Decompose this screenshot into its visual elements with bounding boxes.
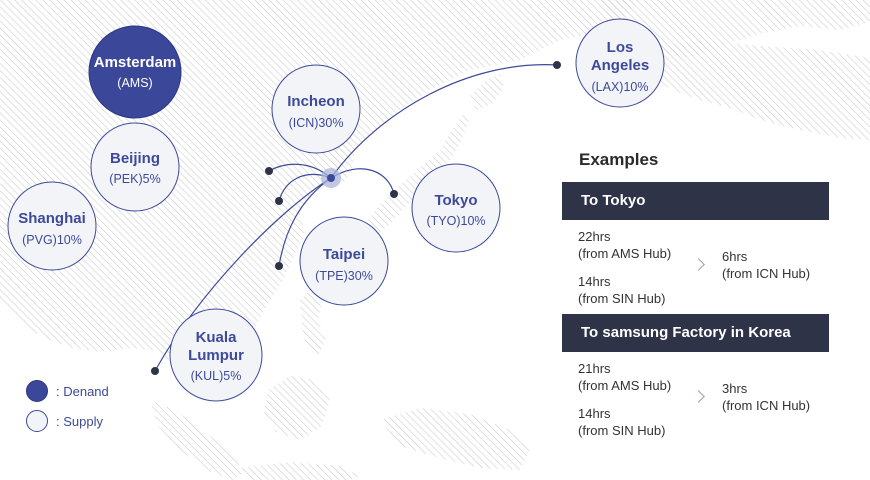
route-endpoints — [151, 61, 561, 375]
endpoint-lax — [553, 61, 561, 69]
time-source: (from SIN Hub) — [578, 423, 666, 438]
hub-circle — [411, 163, 501, 253]
demand-swatch — [26, 380, 48, 402]
hub-taipei: Taipei (TPE)30% — [299, 216, 389, 306]
example-body: 22hrs (from AMS Hub) 14hrs (from SIN Hub… — [562, 220, 829, 314]
time-source: (from AMS Hub) — [578, 246, 672, 261]
hub-code: (TPE)30% — [315, 269, 373, 283]
examples-panel: Examples To Tokyo 22hrs (from AMS Hub) 1… — [562, 146, 829, 446]
time-source: (from ICN Hub) — [722, 398, 811, 413]
hub-code: (AMS) — [117, 76, 152, 90]
legend-demand: : Denand — [26, 376, 109, 406]
icn-hub-center — [327, 174, 335, 182]
land-japan-north — [470, 74, 504, 110]
endpoint-pek — [265, 167, 273, 175]
land-sumatra — [150, 400, 244, 480]
time-value: 21hrs — [578, 361, 611, 376]
hub-los-angeles: Los Angeles (LAX)10% — [575, 18, 665, 108]
supply-swatch — [26, 410, 48, 432]
hub-name-line2: Lumpur — [188, 347, 244, 364]
example-right-time: 6hrs (from ICN Hub) — [722, 248, 810, 282]
land-philippines — [300, 288, 326, 356]
hub-name-line1: Kuala — [196, 329, 238, 346]
hub-circle — [88, 25, 182, 119]
time-group-ams: 21hrs (from AMS Hub) — [578, 360, 671, 394]
time-value: 22hrs — [578, 229, 611, 244]
endpoint-kul — [151, 367, 159, 375]
time-source: (from ICN Hub) — [722, 266, 811, 281]
land-java — [240, 462, 360, 480]
legend-supply-label: : Supply — [56, 413, 103, 429]
endpoint-pvg — [275, 197, 283, 205]
hub-name: Taipei — [323, 246, 365, 263]
example-header: To samsung Factory in Korea — [562, 314, 829, 352]
example-block-tokyo: To Tokyo 22hrs (from AMS Hub) 14hrs (fro… — [562, 182, 829, 314]
hub-code: (KUL)5% — [191, 369, 242, 383]
map-legend: : Denand : Supply — [26, 376, 109, 436]
hub-code: (ICN)30% — [289, 116, 344, 130]
hub-code: (TYO)10% — [426, 214, 485, 228]
example-left-times: 21hrs (from AMS Hub) 14hrs (from SIN Hub… — [578, 360, 671, 450]
hub-tokyo: Tokyo (TYO)10% — [411, 163, 501, 253]
hub-name: Tokyo — [434, 192, 477, 209]
hub-kuala-lumpur: Kuala Lumpur (KUL)5% — [169, 308, 263, 402]
endpoint-tpe — [275, 262, 283, 270]
hub-shanghai: Shanghai (PVG)10% — [7, 181, 97, 271]
hub-name: Beijing — [110, 150, 160, 167]
hub-code: (PVG)10% — [22, 233, 82, 247]
hub-name-line2: Angeles — [591, 57, 649, 74]
land-new-guinea — [380, 408, 530, 470]
hub-name: Shanghai — [18, 210, 86, 227]
hub-name: Amsterdam — [94, 54, 177, 71]
land-japan — [360, 115, 470, 240]
hub-name: Incheon — [287, 93, 345, 110]
legend-demand-label: : Denand — [56, 383, 109, 399]
time-group-ams: 22hrs (from AMS Hub) — [578, 228, 671, 262]
example-body: 21hrs (from AMS Hub) 14hrs (from SIN Hub… — [562, 352, 829, 446]
example-block-samsung: To samsung Factory in Korea 21hrs (from … — [562, 314, 829, 446]
hub-circle — [7, 181, 97, 271]
hub-circle — [271, 64, 361, 154]
hub-circle — [299, 216, 389, 306]
example-left-times: 22hrs (from AMS Hub) 14hrs (from SIN Hub… — [578, 228, 671, 318]
time-value: 14hrs — [578, 274, 611, 289]
time-value: 3hrs — [722, 381, 748, 396]
hub-circle — [169, 308, 263, 402]
time-source: (from AMS Hub) — [578, 378, 672, 393]
time-value: 14hrs — [578, 406, 611, 421]
chevron-right-icon — [692, 258, 705, 271]
hub-code: (PEK)5% — [109, 172, 160, 186]
land-north-america — [640, 40, 870, 140]
route-icn-tpe — [278, 177, 332, 267]
hub-circle — [90, 122, 180, 212]
time-source: (from SIN Hub) — [578, 291, 666, 306]
example-header: To Tokyo — [562, 182, 829, 220]
land-borneo — [264, 376, 330, 440]
example-right-time: 3hrs (from ICN Hub) — [722, 380, 810, 414]
time-group-sin: 14hrs (from SIN Hub) — [578, 405, 671, 439]
hub-circle — [575, 18, 665, 108]
land-north-pacific — [600, 0, 870, 58]
legend-supply: : Supply — [26, 406, 109, 436]
route-icn-lax — [330, 64, 558, 179]
examples-title: Examples — [579, 150, 659, 169]
hub-name-line1: Los — [607, 39, 634, 56]
hub-code: (LAX)10% — [592, 80, 649, 94]
time-group-sin: 14hrs (from SIN Hub) — [578, 273, 671, 307]
time-value: 6hrs — [722, 249, 748, 264]
hub-amsterdam: Amsterdam (AMS) — [88, 25, 182, 119]
hub-incheon: Incheon (ICN)30% — [271, 64, 361, 154]
chevron-right-icon — [692, 390, 705, 403]
endpoint-tyo — [390, 190, 398, 198]
hub-beijing: Beijing (PEK)5% — [90, 122, 180, 212]
